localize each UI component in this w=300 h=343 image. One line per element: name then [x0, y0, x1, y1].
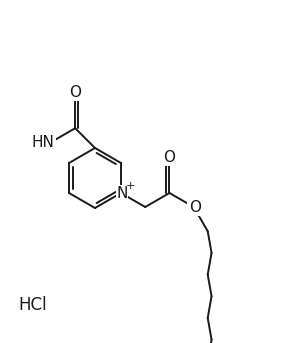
Text: HN: HN [32, 135, 54, 150]
Text: O: O [164, 150, 175, 165]
Text: O: O [189, 200, 201, 214]
Text: N: N [116, 186, 128, 201]
Text: HCl: HCl [18, 296, 46, 314]
Text: O: O [69, 85, 81, 100]
Text: +: + [125, 181, 135, 191]
